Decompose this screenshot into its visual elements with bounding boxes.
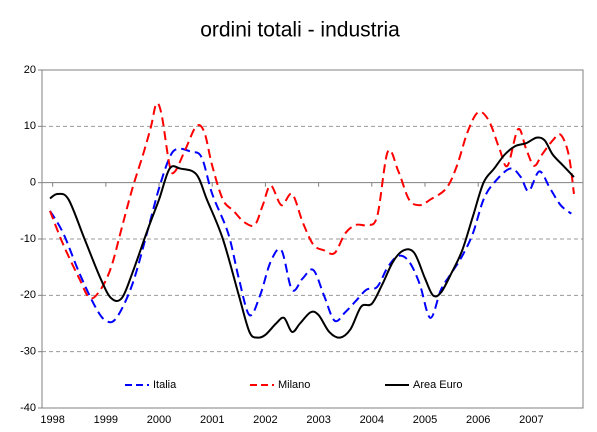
y-tick-label: 10	[24, 120, 36, 132]
y-tick-label: 20	[24, 64, 36, 76]
series-line	[49, 136, 575, 339]
x-tick-label: 1998	[40, 414, 64, 426]
legend-label: Area Euro	[413, 379, 463, 391]
y-tick-label: -20	[20, 289, 36, 301]
legend-label: Milano	[278, 379, 310, 391]
x-tick-label: 2003	[306, 414, 330, 426]
x-tick-label: 2002	[253, 414, 277, 426]
x-tick-label: 2000	[147, 414, 171, 426]
x-tick-label: 2007	[519, 414, 543, 426]
y-tick-label: -40	[20, 402, 36, 414]
plot-frame	[41, 69, 584, 409]
series-line	[49, 147, 572, 324]
series-line	[49, 102, 575, 300]
y-tick-label: -30	[20, 346, 36, 358]
x-tick-label: 1999	[94, 414, 118, 426]
y-tick-label: -10	[20, 233, 36, 245]
x-tick-label: 2006	[466, 414, 490, 426]
x-tick-label: 2001	[200, 414, 224, 426]
x-tick-label: 2005	[413, 414, 437, 426]
x-tick-label: 2004	[360, 414, 384, 426]
y-tick-label: 0	[30, 177, 36, 189]
chart-title: ordini totali - industria	[200, 19, 400, 42]
legend-label: Italia	[153, 379, 177, 391]
